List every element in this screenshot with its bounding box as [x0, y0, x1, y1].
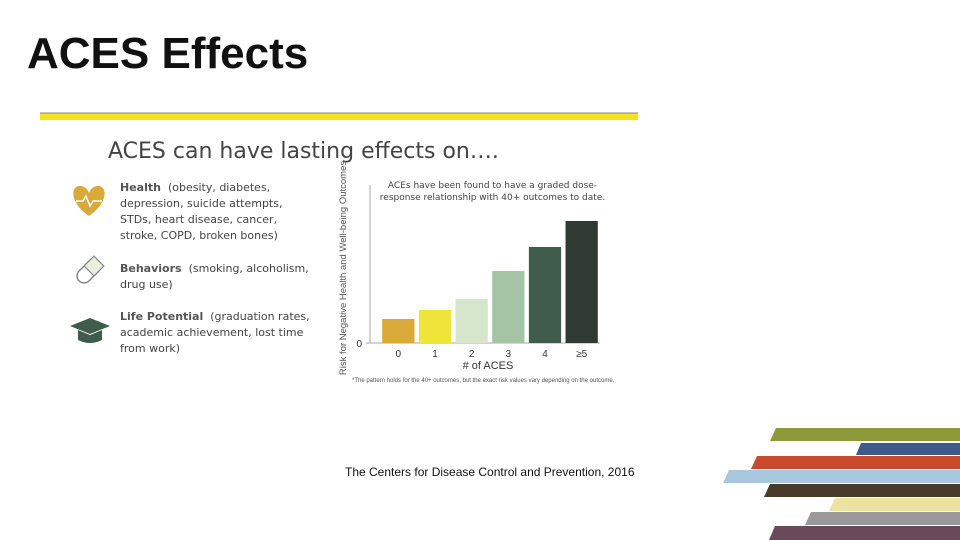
x-tick-label: 0 [396, 349, 402, 360]
slide-title: ACES Effects [27, 29, 308, 78]
heartbeat [76, 194, 102, 208]
item-label: Behaviors [120, 262, 182, 275]
x-tick-label: 4 [542, 349, 548, 360]
item-detail: (obesity, diabetes, depression, suicide … [120, 181, 283, 242]
item-detail: (smoking, alcoholism, drug use) [120, 262, 309, 291]
item-life: Life Potential (graduation rates, academ… [120, 309, 310, 357]
item-label: Life Potential [120, 310, 204, 323]
pill-icon [76, 255, 105, 284]
stripes [723, 428, 960, 540]
x-tick-label: 1 [432, 349, 438, 360]
bar [565, 221, 598, 343]
item-health: Health (obesity, diabetes, depression, s… [120, 180, 310, 244]
y-axis-label: Risk for Negative Health and Well-being … [338, 161, 349, 375]
source: The Centers for Disease Control and Prev… [345, 465, 635, 479]
footnote: *The pattern holds for the 40+ outcomes,… [352, 378, 615, 384]
item-label: Health [120, 181, 161, 194]
bar [492, 271, 525, 343]
item-detail: (graduation rates, academic achievement,… [120, 310, 310, 355]
cap-base [78, 330, 102, 343]
cap-icon [70, 318, 110, 334]
bar [455, 299, 488, 343]
x-tick-label: 2 [469, 349, 475, 360]
bar [528, 247, 562, 343]
bar [382, 319, 415, 343]
bar [418, 310, 452, 343]
y-tick-label: 0 [356, 339, 362, 350]
x-tick-label: 3 [506, 349, 512, 360]
x-axis-label: # of ACES [463, 360, 514, 372]
heart-icon [73, 186, 105, 216]
item-behaviors: Behaviors (smoking, alcoholism, drug use… [120, 261, 310, 293]
chart-annotation: ACEs have been found to have a graded do… [379, 181, 606, 203]
x-tick-label: ≥5 [576, 349, 587, 360]
divider [40, 113, 638, 120]
heading: ACES can have lasting effects on…. [108, 139, 499, 164]
